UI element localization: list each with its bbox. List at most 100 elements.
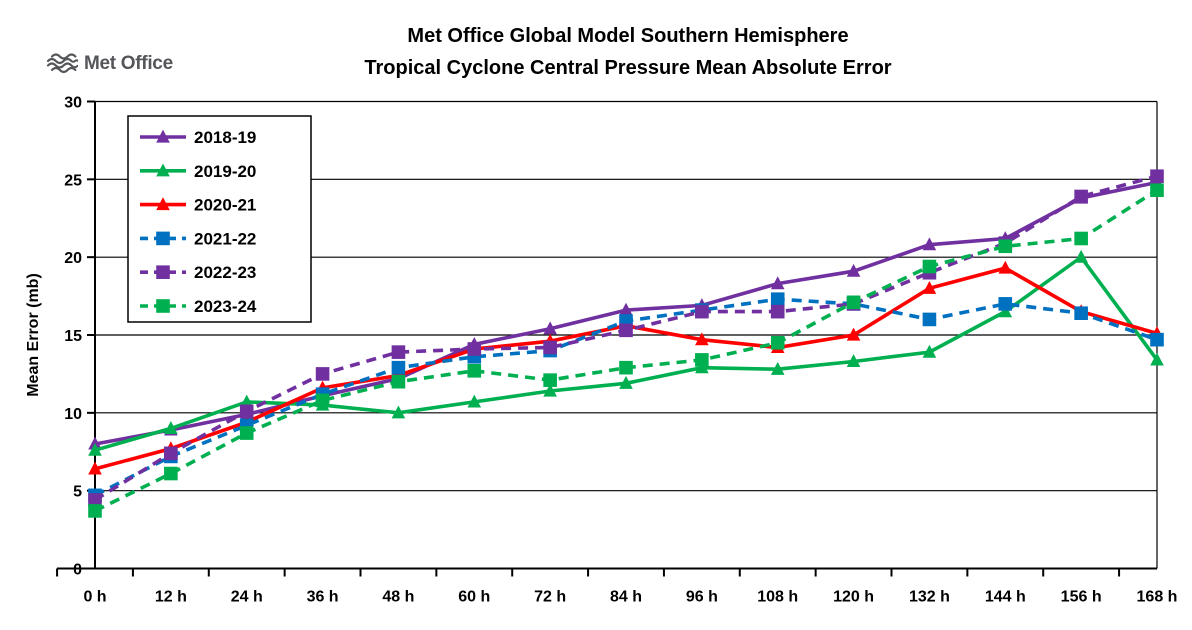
data-point-marker <box>391 360 406 375</box>
x-tick-label: 0 h <box>83 589 106 606</box>
data-point-marker <box>1150 183 1164 198</box>
data-point-marker <box>1150 332 1164 347</box>
chart-title: Met Office Global Model Southern Hemisph… <box>407 25 848 47</box>
data-point-marker <box>1074 189 1088 204</box>
legend-label: 2023-24 <box>194 297 257 316</box>
y-tick-label: 25 <box>64 172 82 189</box>
y-tick-label: 0 <box>73 562 82 579</box>
data-point-marker <box>1150 169 1164 184</box>
legend-label: 2020-21 <box>194 196 256 215</box>
data-point-marker <box>619 375 633 389</box>
data-point-marker <box>922 344 937 358</box>
legend-item-2021-22: 2021-22 <box>140 229 256 248</box>
data-point-marker <box>88 442 102 456</box>
data-point-marker <box>998 304 1013 318</box>
data-point-marker <box>770 276 785 290</box>
logo-text: Met Office <box>84 53 173 74</box>
legend-label: 2019-20 <box>194 162 256 181</box>
data-point-marker <box>156 163 170 177</box>
data-point-marker <box>846 327 861 341</box>
legend-item-2019-20: 2019-20 <box>140 162 256 181</box>
data-point-marker <box>391 405 406 419</box>
y-tick-label: 20 <box>64 250 82 267</box>
data-point-marker <box>391 374 406 389</box>
legend-item-2023-24: 2023-24 <box>140 297 257 316</box>
data-point-marker <box>1150 352 1164 366</box>
data-point-marker <box>770 292 785 306</box>
legend-item-2020-21: 2020-21 <box>140 196 256 215</box>
x-tick-label: 120 h <box>833 589 874 606</box>
y-tick-label: 10 <box>64 406 82 423</box>
data-point-marker <box>695 332 709 346</box>
data-point-marker <box>846 354 861 368</box>
x-tick-label: 72 h <box>534 589 566 606</box>
data-point-marker <box>239 394 254 408</box>
data-point-marker <box>998 260 1013 274</box>
series-2019-20 <box>88 249 1164 456</box>
data-point-marker <box>846 295 861 310</box>
x-tick-label: 84 h <box>610 589 642 606</box>
legend-item-2022-23: 2022-23 <box>140 263 256 282</box>
waves-icon <box>46 53 78 73</box>
data-point-marker <box>156 265 170 279</box>
data-point-marker <box>543 321 557 335</box>
axes: 0 5 10 15 20 25 30 0 h 12 h 24 h 36 h 48 h 60 h 72 h 8… <box>56 95 1178 606</box>
data-point-marker <box>88 461 102 475</box>
data-point-marker <box>156 197 170 211</box>
data-point-marker <box>164 421 178 434</box>
data-point-marker <box>1074 231 1088 246</box>
data-point-marker <box>467 394 482 408</box>
data-point-marker <box>770 335 785 350</box>
x-tick-label: 144 h <box>985 589 1026 606</box>
y-tick-label: 15 <box>64 328 82 345</box>
data-point-marker <box>922 280 937 294</box>
data-point-marker <box>922 237 937 251</box>
y-tick-label: 5 <box>73 484 82 501</box>
data-point-marker <box>998 239 1013 254</box>
data-point-marker <box>543 373 557 387</box>
data-point-marker <box>156 129 170 143</box>
data-point-marker <box>770 304 785 319</box>
x-tick-label: 48 h <box>382 589 414 606</box>
data-point-marker <box>619 302 633 316</box>
data-point-marker <box>770 361 785 375</box>
data-point-marker <box>998 297 1013 311</box>
data-point-marker <box>846 263 861 277</box>
legend: 2018-19 2019-20 2020-21 2021-22 2022-23 2023-… <box>127 115 312 323</box>
legend-label: 2022-23 <box>194 263 256 282</box>
data-point-marker <box>695 304 709 319</box>
x-tick-label: 36 h <box>307 589 339 606</box>
legend-label: 2018-19 <box>194 128 256 147</box>
met-office-logo: Met Office <box>46 52 173 76</box>
chart-subtitle: Tropical Cyclone Central Pressure Mean A… <box>364 57 891 79</box>
data-point-marker <box>467 342 482 356</box>
y-axis-title: Mean Error (mb) <box>25 273 42 397</box>
data-series <box>88 169 1164 518</box>
data-point-marker <box>619 323 633 338</box>
data-point-marker <box>315 393 330 408</box>
data-point-marker <box>467 364 482 378</box>
data-point-marker <box>695 360 709 374</box>
data-point-marker <box>391 345 406 359</box>
series-2023-24 <box>88 183 1164 518</box>
data-point-marker <box>543 340 557 355</box>
x-tick-label: 156 h <box>1061 589 1102 606</box>
data-point-marker <box>239 426 254 440</box>
x-tick-label: 168 h <box>1137 589 1178 606</box>
x-tick-label: 60 h <box>458 589 490 606</box>
data-point-marker <box>156 299 170 313</box>
data-point-marker <box>1074 306 1088 321</box>
data-point-marker <box>1074 249 1088 263</box>
data-point-marker <box>88 504 102 518</box>
legend-box <box>127 115 312 323</box>
data-point-marker <box>922 312 937 327</box>
data-point-marker <box>239 404 254 419</box>
x-tick-label: 96 h <box>686 589 718 606</box>
data-point-marker <box>88 493 102 507</box>
x-tick-label: 132 h <box>909 589 950 606</box>
data-point-marker <box>543 383 557 397</box>
data-point-marker <box>695 353 709 367</box>
x-tick-label: 12 h <box>155 589 187 606</box>
x-tick-label: 108 h <box>757 589 798 606</box>
